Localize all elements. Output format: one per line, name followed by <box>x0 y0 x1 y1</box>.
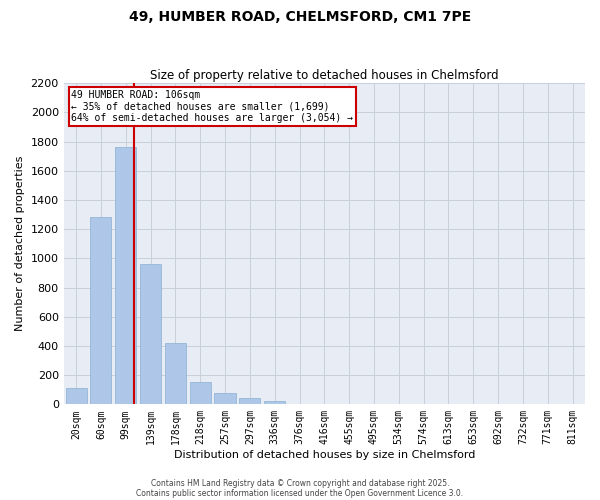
Title: Size of property relative to detached houses in Chelmsford: Size of property relative to detached ho… <box>150 69 499 82</box>
Text: Contains HM Land Registry data © Crown copyright and database right 2025.: Contains HM Land Registry data © Crown c… <box>151 478 449 488</box>
Bar <box>115 148 136 404</box>
Bar <box>91 218 112 404</box>
Bar <box>264 402 285 404</box>
Bar <box>140 264 161 404</box>
Bar <box>165 343 186 404</box>
Text: 49, HUMBER ROAD, CHELMSFORD, CM1 7PE: 49, HUMBER ROAD, CHELMSFORD, CM1 7PE <box>129 10 471 24</box>
Bar <box>214 392 236 404</box>
Text: Contains public sector information licensed under the Open Government Licence 3.: Contains public sector information licen… <box>136 488 464 498</box>
Text: 49 HUMBER ROAD: 106sqm
← 35% of detached houses are smaller (1,699)
64% of semi-: 49 HUMBER ROAD: 106sqm ← 35% of detached… <box>71 90 353 123</box>
Bar <box>65 388 86 404</box>
Y-axis label: Number of detached properties: Number of detached properties <box>15 156 25 332</box>
Bar <box>239 398 260 404</box>
X-axis label: Distribution of detached houses by size in Chelmsford: Distribution of detached houses by size … <box>173 450 475 460</box>
Bar <box>190 382 211 404</box>
